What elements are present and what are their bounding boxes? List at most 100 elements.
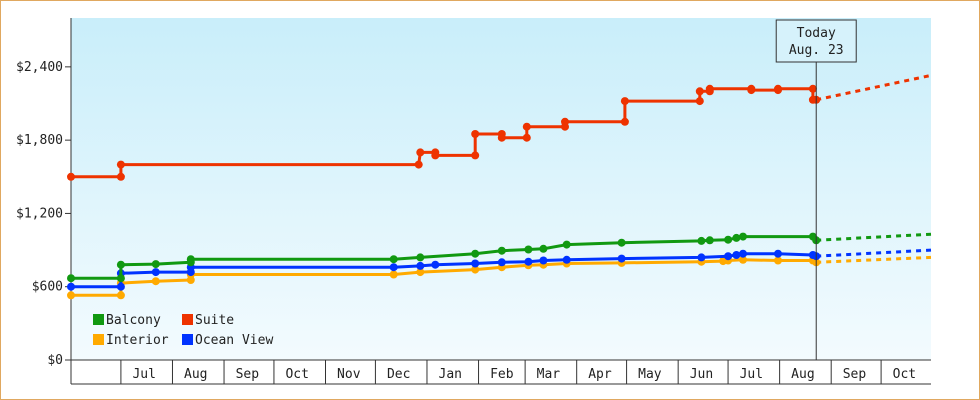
x-tick-label: Mar <box>537 367 561 382</box>
data-point-balcony <box>524 245 533 254</box>
data-point-balcony <box>617 238 626 247</box>
data-point-ocean-view <box>539 256 548 265</box>
x-tick-label: Dec <box>387 367 410 382</box>
data-point-interior <box>67 291 75 300</box>
data-point-suite <box>620 97 629 106</box>
data-point-balcony <box>151 260 160 269</box>
data-point-ocean-view <box>524 257 533 266</box>
data-point-interior <box>151 277 160 286</box>
data-point-suite <box>471 151 480 160</box>
legend-swatch-ocean-view <box>182 334 193 345</box>
x-axis: Jul Aug Sep Oct Nov Dec Jan Feb Mar Apr May Jun Jul A… <box>70 359 931 385</box>
data-point-ocean-view <box>116 282 125 291</box>
data-point-interior <box>389 270 398 279</box>
series-lines <box>67 73 932 300</box>
data-point-suite <box>67 172 75 181</box>
data-point-interior <box>116 291 125 300</box>
data-point-ocean-view <box>697 253 706 262</box>
plot-area-background <box>71 18 931 360</box>
data-point-balcony <box>732 233 741 242</box>
data-point-ocean-view <box>562 255 571 264</box>
x-tick-label: Aug <box>184 367 207 382</box>
data-point-balcony <box>116 260 125 269</box>
legend-swatch-balcony <box>93 314 104 325</box>
data-point-suite <box>471 130 480 138</box>
data-point-ocean-view <box>431 260 440 269</box>
x-tick-label: Jan <box>439 367 462 382</box>
x-tick-label: Jun <box>690 367 713 382</box>
data-point-ocean-view <box>739 249 747 258</box>
x-tick-label: Oct <box>285 367 308 382</box>
x-tick-label: Feb <box>490 367 514 382</box>
x-tick-label: Jul <box>740 367 763 382</box>
data-point-suite <box>116 172 125 181</box>
legend: Balcony Suite Interior Ocean View <box>93 313 273 348</box>
data-point-suite <box>747 86 756 95</box>
data-point-ocean-view <box>416 261 425 270</box>
y-tick-label: $600 <box>32 280 63 295</box>
data-point-interior <box>186 276 195 284</box>
data-point-balcony <box>67 274 75 283</box>
data-point-balcony <box>562 240 571 249</box>
data-point-ocean-view <box>774 249 782 258</box>
data-point-balcony <box>416 253 425 262</box>
data-point-suite <box>808 84 817 93</box>
y-tick-label: $2,400 <box>16 60 63 75</box>
data-point-balcony <box>471 249 480 258</box>
data-point-balcony <box>389 255 398 264</box>
data-point-suite <box>497 133 506 142</box>
data-point-balcony <box>705 236 714 245</box>
today-box <box>775 19 857 63</box>
data-point-interior <box>471 265 480 274</box>
data-point-balcony <box>116 274 125 283</box>
x-tick-label: Apr <box>588 367 612 382</box>
data-point-suite <box>522 133 531 142</box>
data-point-balcony <box>186 255 195 264</box>
legend-label-interior: Interior <box>106 333 169 348</box>
data-point-suite <box>695 97 704 106</box>
y-axis: $0 $600 $1,200 $1,800 $2,400 <box>16 18 72 368</box>
data-point-suite <box>620 117 629 126</box>
data-point-interior <box>739 255 747 264</box>
x-tick-label: Sep <box>236 367 260 382</box>
x-tick-label: Nov <box>337 367 361 382</box>
y-tick-label: $1,800 <box>16 133 63 148</box>
x-tick-label: Sep <box>843 367 867 382</box>
data-point-suite <box>416 148 425 157</box>
data-point-suite <box>431 151 440 160</box>
y-tick-label: $1,200 <box>16 206 63 221</box>
data-point-ocean-view <box>151 268 160 277</box>
y-tick-label: $0 <box>47 353 63 368</box>
data-point-suite <box>561 117 569 126</box>
data-point-suite <box>522 122 531 131</box>
data-point-ocean-view <box>617 254 626 263</box>
x-tick-label: Aug <box>791 367 814 382</box>
data-point-ocean-view <box>724 252 733 261</box>
data-point-suite <box>695 87 704 96</box>
data-point-balcony <box>539 244 548 253</box>
data-point-ocean-view <box>389 263 398 272</box>
data-point-ocean-view <box>497 258 506 267</box>
data-point-balcony <box>739 232 747 241</box>
x-tick-label: Oct <box>893 367 916 382</box>
data-point-suite <box>116 160 125 169</box>
data-point-suite <box>774 84 782 93</box>
x-tick-label: Jul <box>132 367 155 382</box>
today-marker: Today Aug. 23 <box>775 19 857 360</box>
legend-swatch-interior <box>93 334 104 345</box>
legend-label-ocean-view: Ocean View <box>195 333 273 348</box>
legend-label-suite: Suite <box>195 313 234 328</box>
legend-label-balcony: Balcony <box>106 313 161 328</box>
x-tick-label: May <box>638 367 662 382</box>
data-point-ocean-view <box>732 251 741 259</box>
data-point-balcony <box>724 235 733 244</box>
data-point-suite <box>414 160 423 169</box>
today-label: Today <box>797 26 836 41</box>
data-point-ocean-view <box>471 259 480 268</box>
today-date-label: Aug. 23 <box>789 43 844 58</box>
data-point-suite <box>705 84 714 93</box>
data-point-balcony <box>497 246 506 255</box>
data-point-ocean-view <box>67 282 75 291</box>
data-point-balcony <box>697 236 706 245</box>
